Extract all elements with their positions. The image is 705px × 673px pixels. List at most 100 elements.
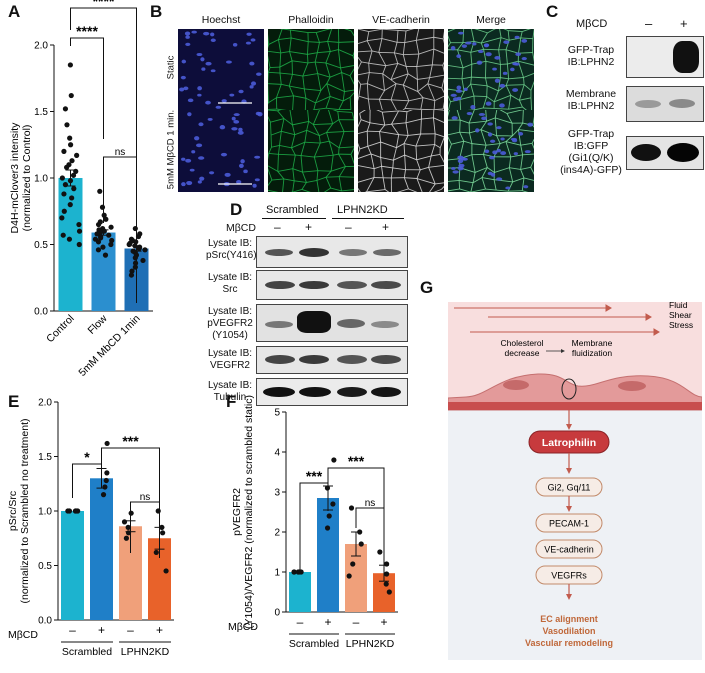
data-point: [108, 224, 114, 230]
significance-label: ****: [93, 0, 115, 9]
data-point: [66, 236, 73, 242]
y-tick-label: 0.0: [34, 307, 48, 318]
data-point: [104, 470, 110, 476]
micro-phalloidin-mbcd: [268, 110, 354, 192]
data-point: [69, 195, 75, 201]
d-blot-label-2: Lysate IB: Src: [207, 272, 253, 295]
y-tick-label: 4: [274, 448, 280, 459]
data-point: [95, 221, 102, 228]
data-point: [102, 252, 109, 258]
chart-a: 0.0 0.5 1.0 1.5 2.0 D4H-mClover3 intensity(no…: [9, 0, 153, 379]
d-blot-label-4: Lysate IB: VEGFR2: [207, 348, 253, 371]
g-latrophilin-label: Latrophilin: [542, 437, 596, 449]
d-blot-label-5: Lysate IB: Tubulin: [207, 380, 253, 403]
g-flow-arrows: [454, 304, 660, 336]
g-membrane-label: Membrane fluidization: [572, 338, 613, 358]
y-tick-label: 2: [274, 528, 280, 539]
micro-phalloidin-static: [268, 29, 354, 111]
significance-label: ***: [306, 468, 323, 484]
category-label: –: [297, 615, 304, 629]
data-point: [136, 245, 142, 252]
d-group-lphn2kd: LPHN2KD: [337, 204, 388, 216]
y-axis-label: pSrc/Src(normalized to Scrambled no trea…: [7, 419, 31, 604]
data-point: [108, 241, 114, 248]
data-point: [70, 172, 77, 178]
data-point: [383, 581, 389, 587]
data-point: [61, 148, 67, 154]
data-point: [95, 239, 102, 245]
data-point: [291, 569, 297, 575]
data-point: [296, 569, 302, 575]
d-mbcd-label: MβCD: [226, 222, 256, 234]
d-blot-2: [256, 270, 408, 300]
data-point: [384, 571, 390, 577]
g-outcome-2: Vasodilation: [542, 626, 595, 636]
y-axis-label: pVEGFR2(Y1054)/VEGFR2 (normalized to scr…: [231, 395, 255, 629]
group-label: Scrambled: [62, 646, 112, 658]
category-label: –: [353, 615, 360, 629]
data-point: [384, 561, 390, 567]
data-point: [67, 62, 73, 68]
chart-e: 0.0 0.5 1.0 1.5 2.0 pSrc/Src(normalized to Sc…: [7, 398, 174, 658]
data-point: [102, 484, 108, 490]
d-blot-label-3: Lysate IB: pVEGFR2 (Y1054): [207, 306, 253, 341]
group-label: LPHN2KD: [121, 646, 170, 658]
d-group-line-2: [332, 218, 404, 219]
data-point: [66, 508, 73, 514]
treatment-label: MβCD: [8, 629, 38, 641]
data-point: [73, 168, 79, 174]
chart-f: 0 1 2 3 4 5 pVEGFR2(Y1054)/VEGFR2 (normalized …: [228, 395, 398, 650]
data-point: [159, 524, 165, 530]
c-blot-3: [626, 136, 704, 170]
significance-bracket: ns: [103, 147, 137, 249]
data-point: [142, 247, 148, 253]
group-label: Scrambled: [289, 638, 339, 650]
significance-bracket: ns: [130, 492, 160, 558]
data-point: [348, 505, 355, 511]
data-point: [59, 175, 65, 181]
data-point: [67, 178, 74, 184]
data-point: [324, 485, 331, 491]
g-cascade-label: Gi2, Gq/11: [548, 483, 591, 493]
col-head-vecadherin: VE-cadherin: [372, 14, 430, 26]
data-point: [67, 202, 73, 208]
significance-bracket: ***: [299, 468, 329, 570]
d-blot-label-1: Lysate IB: pSrc(Y416): [206, 238, 257, 261]
category-label: Flow: [85, 312, 109, 336]
significance-label: ns: [140, 492, 151, 503]
g-cholesterol-label: Cholesterol decrease: [501, 338, 544, 358]
g-flow-label: Fluid Shear Stress: [669, 302, 693, 330]
data-point: [68, 92, 74, 99]
data-point: [140, 257, 146, 264]
y-tick-label: 0.5: [38, 561, 52, 572]
category-label: +: [324, 615, 331, 629]
significance-label: *: [84, 449, 90, 465]
data-point: [101, 212, 107, 218]
data-point: [67, 135, 73, 141]
y-tick-label: 3: [274, 488, 280, 499]
significance-bracket: *: [72, 449, 102, 498]
data-point: [132, 225, 138, 232]
data-point: [324, 525, 331, 531]
g-outcome-3: Vascular remodeling: [525, 638, 613, 648]
y-tick-label: 1: [274, 568, 280, 579]
y-tick-label: 0.0: [38, 616, 52, 627]
data-point: [64, 122, 70, 128]
micro-hoechst-mbcd: [178, 110, 264, 192]
significance-label: ***: [122, 433, 139, 449]
data-point: [128, 272, 135, 278]
data-point: [61, 208, 67, 214]
micro-merge-static: [448, 29, 534, 111]
g-cascade-label: VE-cadherin: [544, 545, 594, 555]
category-label: –: [69, 623, 76, 637]
bar: [148, 538, 171, 620]
data-point: [155, 508, 161, 514]
c-lane-minus: –: [645, 16, 653, 31]
data-point: [121, 519, 128, 525]
data-point: [125, 530, 132, 536]
g-cascade-label: PECAM-1: [549, 519, 589, 529]
category-label: –: [127, 623, 134, 637]
data-point: [76, 221, 82, 228]
micro-merge-mbcd: [448, 110, 534, 192]
significance-bracket: ****: [70, 0, 137, 303]
